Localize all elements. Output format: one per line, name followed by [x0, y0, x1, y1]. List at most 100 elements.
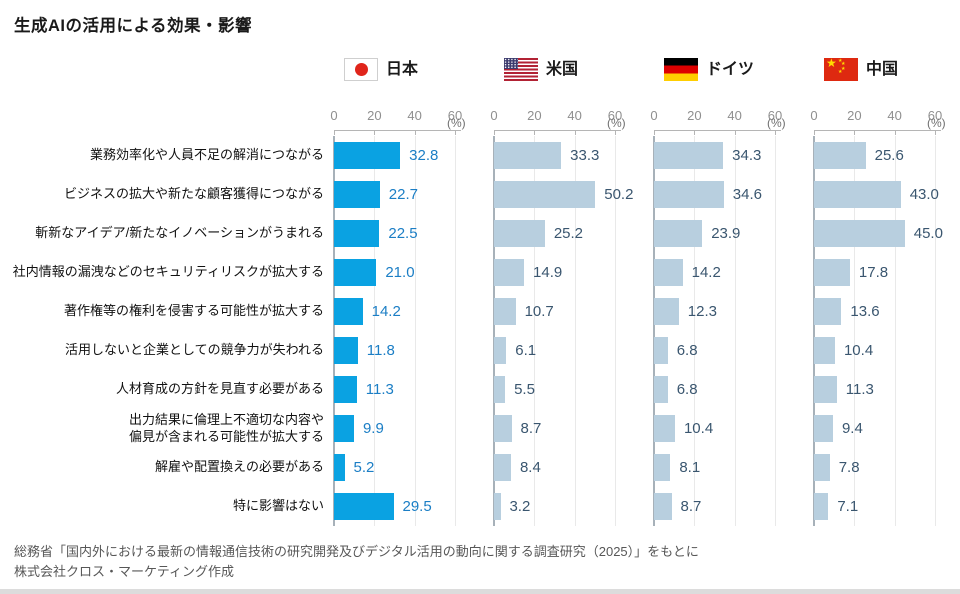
- plot-baseline: [333, 136, 335, 526]
- source-note: 総務省「国内外における最新の情報通信技術の研究開発及びデジタル活用の動向に関する…: [14, 542, 699, 582]
- us-flag-icon: [504, 58, 538, 81]
- plot-gridline: [694, 136, 696, 526]
- bar-jp: [334, 337, 358, 364]
- x-axis-tick-label: 0: [650, 108, 658, 123]
- x-axis-tick-mark: [854, 130, 856, 135]
- axis-unit-label: (%): [767, 116, 786, 130]
- axis-unit-label: (%): [607, 116, 626, 130]
- category-label: 活用しないと企業としての競争力が失われる: [65, 342, 324, 358]
- x-axis-tick-label: 20: [527, 108, 542, 123]
- bar-de: [654, 259, 683, 286]
- bar-value-label: 8.7: [520, 420, 542, 437]
- x-axis-tick-mark: [734, 130, 736, 135]
- x-axis-tick-mark: [775, 130, 776, 135]
- category-label: 著作権等の権利を侵害する可能性が拡大する: [63, 303, 324, 319]
- bar-value-label: 34.3: [732, 147, 762, 164]
- bar-us: [494, 415, 512, 442]
- bar-value-label: 14.2: [371, 303, 401, 320]
- china-small-star: ★: [841, 61, 846, 67]
- bar-value-label: 17.8: [858, 264, 889, 281]
- x-axis-tick-label: 0: [810, 108, 818, 123]
- bar-value-label: 10.4: [683, 420, 714, 437]
- x-axis-tick-label: 0: [330, 108, 338, 123]
- us-star-canton: [504, 58, 518, 69]
- bar-de: [654, 337, 668, 364]
- plot-baseline: [653, 136, 655, 526]
- x-axis-tick-label: 20: [687, 108, 702, 123]
- plot-gridline: [935, 136, 936, 526]
- x-axis-tick-mark: [534, 130, 536, 135]
- x-axis-tick-label: 20: [847, 108, 862, 123]
- category-label: 解雇や配置換えの必要がある: [154, 459, 324, 475]
- x-axis-tick-label: 60: [927, 108, 943, 123]
- bar-value-label: 6.1: [515, 342, 537, 359]
- source-line-2: 株式会社クロス・マーケティング作成: [14, 564, 234, 579]
- bar-de: [654, 142, 724, 169]
- bar-value-label: 8.1: [679, 459, 701, 476]
- bar-value-label: 43.0: [909, 186, 939, 203]
- x-axis-tick-mark: [414, 130, 416, 135]
- bar-value-label: 14.2: [691, 264, 721, 281]
- legend-label: 米国: [546, 61, 579, 78]
- bar-cn: [814, 415, 833, 442]
- bar-value-label: 22.7: [388, 186, 418, 203]
- bar-jp: [334, 376, 357, 403]
- category-label: 人材育成の方針を見直す必要がある: [115, 381, 324, 397]
- jp-flag-icon: [344, 58, 378, 81]
- bar-us: [494, 181, 596, 208]
- x-axis-tick-label: 0: [490, 108, 498, 123]
- x-axis-line: [334, 130, 461, 131]
- bar-value-label: 33.3: [570, 147, 600, 164]
- china-large-star: ★: [826, 58, 837, 70]
- bar-value-label: 25.2: [553, 225, 584, 242]
- category-label: 斬新なアイデア/新たなイノベーションがうまれる: [35, 225, 324, 241]
- plot-baseline: [813, 136, 815, 526]
- bar-cn: [814, 181, 901, 208]
- plot-gridline: [455, 136, 456, 526]
- bar-cn: [814, 298, 842, 325]
- bar-value-label: 6.8: [676, 342, 698, 359]
- category-label: 業務効率化や人員不足の解消につながる: [89, 147, 324, 163]
- plot-gridline: [574, 136, 576, 526]
- x-axis-tick-label: 60: [767, 108, 783, 123]
- plot-gridline: [734, 136, 736, 526]
- x-axis-tick-mark: [654, 130, 655, 135]
- plot-baseline: [493, 136, 495, 526]
- plot-gridline: [534, 136, 536, 526]
- bar-jp: [334, 298, 363, 325]
- bar-jp: [334, 259, 377, 286]
- plot-gridline: [414, 136, 416, 526]
- plot-gridline: [615, 136, 616, 526]
- bar-value-label: 32.8: [409, 147, 439, 164]
- x-axis-tick-mark: [615, 130, 616, 135]
- x-axis-tick-mark: [334, 130, 335, 135]
- legend-label: ドイツ: [706, 61, 755, 78]
- bar-cn: [814, 142, 866, 169]
- bar-value-label: 12.3: [687, 303, 717, 320]
- bar-value-label: 8.4: [519, 459, 541, 476]
- x-axis-line: [494, 130, 621, 131]
- bar-value-label: 14.9: [533, 264, 563, 281]
- bar-cn: [814, 259, 850, 286]
- x-axis-tick-mark: [455, 130, 456, 135]
- x-axis-tick-label: 40: [567, 108, 582, 123]
- bar-value-label: 10.7: [524, 303, 554, 320]
- bar-cn: [814, 376, 837, 403]
- x-axis-tick-label: 60: [607, 108, 623, 123]
- bar-de: [654, 220, 703, 247]
- bar-jp: [334, 415, 354, 442]
- bar-de: [654, 454, 671, 481]
- bar-de: [654, 181, 724, 208]
- bar-value-label: 11.8: [366, 342, 395, 359]
- bar-value-label: 8.7: [680, 498, 702, 515]
- bar-value-label: 9.4: [841, 420, 863, 437]
- category-label: 出力結果に倫理上不適切な内容や 偏見が含まれる可能性が拡大する: [128, 411, 324, 444]
- source-line-1: 総務省「国内外における最新の情報通信技術の研究開発及びデジタル活用の動向に関する…: [14, 544, 699, 559]
- x-axis-tick-mark: [574, 130, 576, 135]
- bar-value-label: 11.3: [365, 381, 394, 398]
- page-bottom-edge: [0, 589, 960, 594]
- plot-gridline: [854, 136, 856, 526]
- x-axis-line: [814, 130, 941, 131]
- bar-de: [654, 376, 668, 403]
- bar-jp: [334, 220, 380, 247]
